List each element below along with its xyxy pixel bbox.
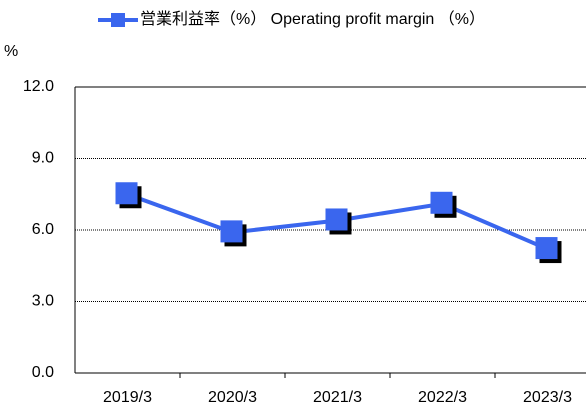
marker	[115, 182, 138, 205]
marker	[430, 191, 453, 214]
legend-label: 営業利益率（%） Operating profit margin （%）	[140, 10, 485, 28]
y-tick-label: 0.0	[32, 364, 54, 381]
x-tick-label: 2020/3	[208, 389, 257, 406]
legend-marker	[111, 13, 125, 27]
y-axis-label: %	[4, 43, 18, 60]
marker	[535, 237, 558, 260]
x-tick-label: 2022/3	[418, 389, 467, 406]
y-tick-label: 12.0	[23, 78, 54, 95]
y-tick-label: 9.0	[32, 150, 54, 167]
x-tick-label: 2023/3	[523, 389, 572, 406]
y-tick-label: 3.0	[32, 293, 54, 310]
marker	[325, 208, 348, 231]
marker	[220, 220, 243, 243]
x-tick-label: 2019/3	[103, 389, 152, 406]
x-tick-label: 2021/3	[313, 389, 362, 406]
y-tick-label: 6.0	[32, 221, 54, 238]
